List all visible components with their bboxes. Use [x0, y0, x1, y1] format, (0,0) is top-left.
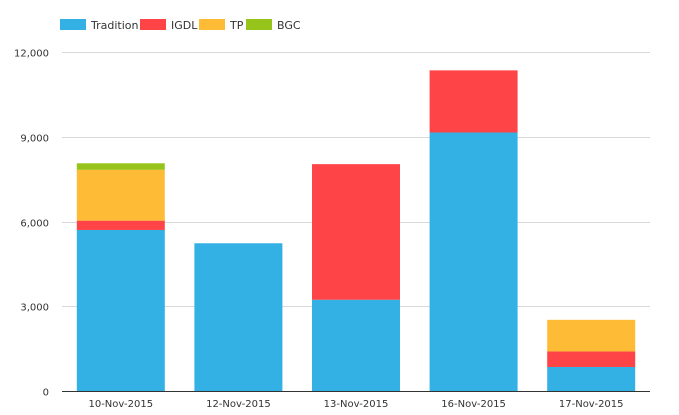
bar-segment-tradition-10-nov-2015	[76, 229, 165, 391]
bar-segment-tradition-13-nov-2015	[312, 299, 400, 391]
bar-segment-tradition-16-nov-2015	[429, 132, 518, 391]
legend-swatch-igdl	[140, 19, 166, 30]
x-axis: 10-Nov-2015 12-Nov-2015 13-Nov-2015 16-Nov-…	[62, 391, 650, 410]
x-tick-label: 17-Nov-2015	[559, 399, 624, 410]
x-tick-label: 13-Nov-2015	[324, 399, 389, 410]
bar-segment-tradition-12-nov-2015	[194, 243, 283, 391]
y-tick-label: 3,000	[20, 303, 49, 314]
y-tick-label: 6,000	[20, 219, 49, 230]
legend-swatch-tp	[199, 19, 225, 30]
y-tick-label: 9,000	[20, 134, 49, 145]
legend-swatch-bgc	[246, 19, 272, 30]
bar-segment-igdl-16-nov-2015	[429, 70, 518, 133]
legend-swatch-tradition	[60, 19, 86, 30]
x-tick-label: 12-Nov-2015	[206, 399, 271, 410]
y-tick-label: 12,000	[14, 49, 49, 60]
bar-segment-igdl-10-nov-2015	[76, 220, 165, 230]
legend-label-tradition: Tradition	[90, 19, 139, 32]
y-tick-label: 0	[43, 388, 49, 399]
bar-segment-igdl-17-nov-2015	[547, 351, 636, 367]
bars	[76, 70, 636, 391]
legend: Tradition IGDL TP BGC	[60, 19, 301, 32]
legend-label-tp: TP	[229, 19, 244, 32]
bar-segment-tp-17-nov-2015	[547, 319, 636, 352]
legend-label-igdl: IGDL	[171, 19, 198, 32]
bar-segment-bgc-10-nov-2015	[76, 163, 165, 170]
x-tick-label: 10-Nov-2015	[88, 399, 153, 410]
y-axis: 0 3,000 6,000 9,000 12,000	[14, 49, 49, 399]
bar-segment-tp-10-nov-2015	[76, 169, 165, 221]
bar-segment-tradition-17-nov-2015	[547, 366, 636, 391]
bar-segment-igdl-13-nov-2015	[312, 164, 400, 300]
x-tick-label: 16-Nov-2015	[441, 399, 506, 410]
legend-label-bgc: BGC	[277, 19, 301, 32]
